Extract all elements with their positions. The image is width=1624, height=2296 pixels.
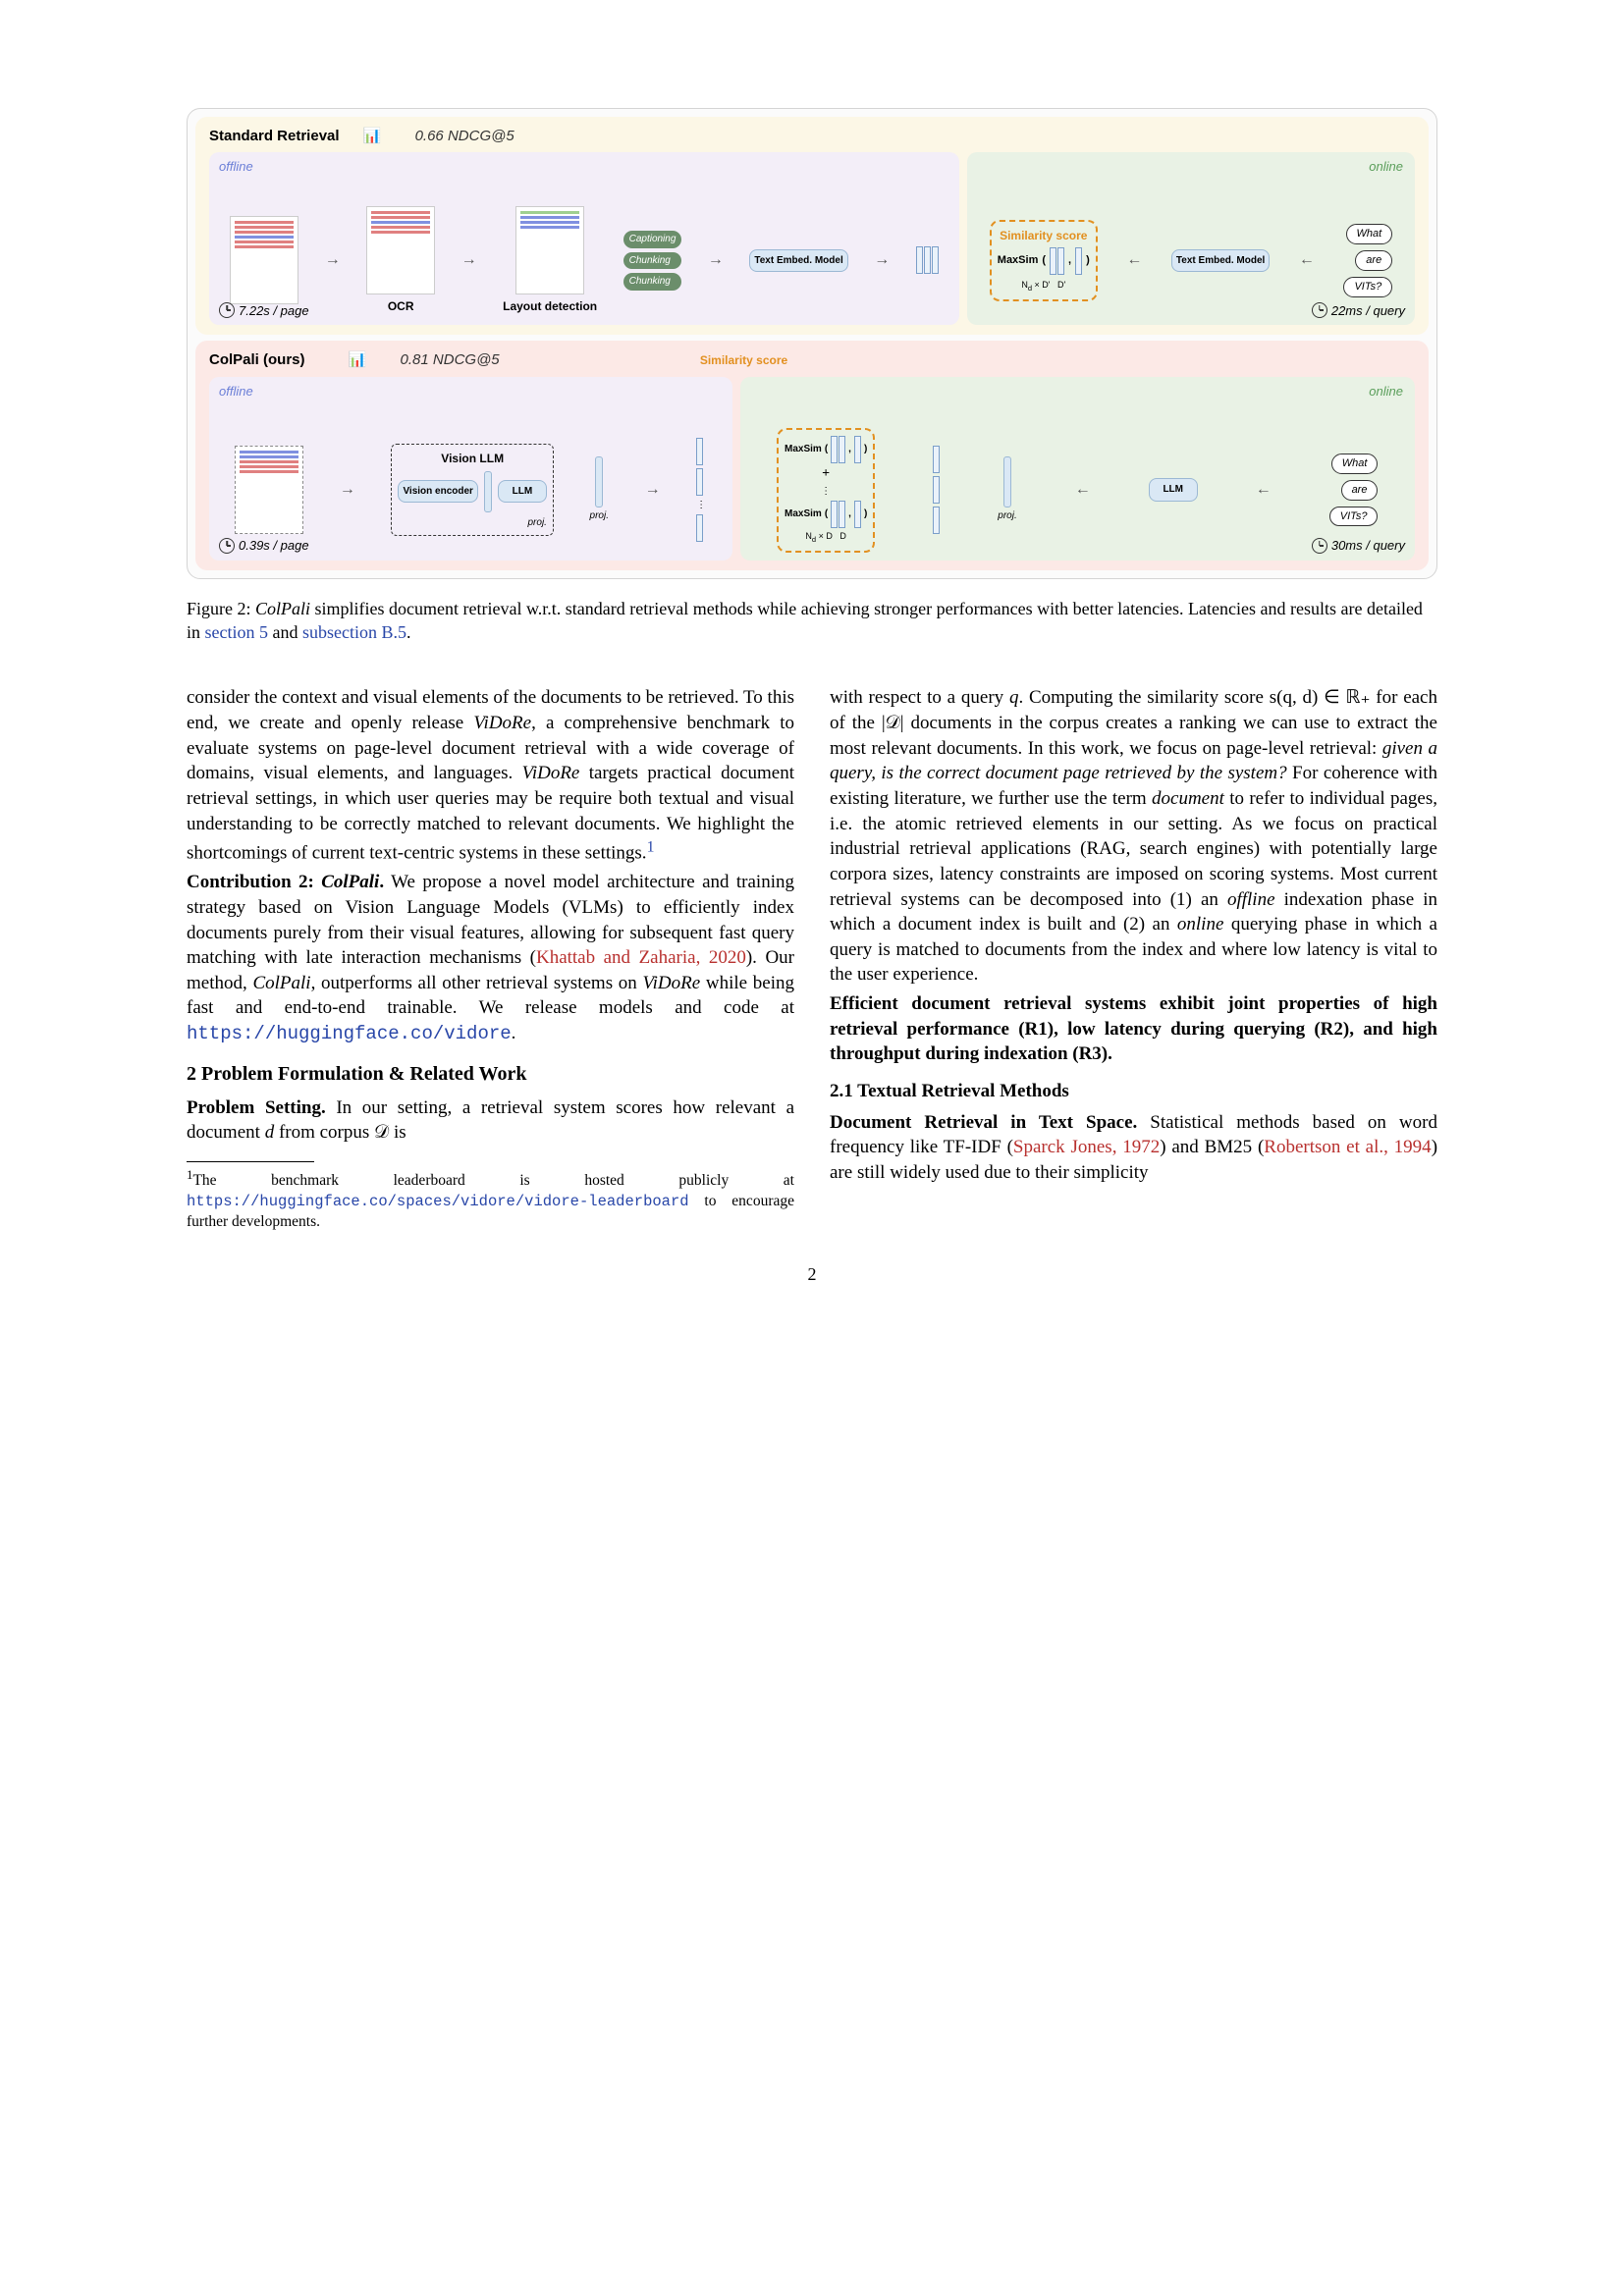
link-section5[interactable]: section 5 bbox=[205, 622, 269, 642]
doc-thumb-ocr bbox=[366, 206, 435, 294]
figure-2: Standard Retrieval 📊 0.66 NDCG@5 offline… bbox=[187, 108, 1437, 579]
chart-icon: 📊 bbox=[363, 128, 382, 144]
maxsim-label: MaxSim bbox=[998, 253, 1039, 268]
arrow-icon: ← bbox=[1126, 249, 1142, 271]
pill-chunk2: Chunking bbox=[623, 273, 682, 291]
pill-caption: Captioning bbox=[623, 231, 682, 248]
link-hf[interactable]: https://huggingface.co/vidore bbox=[187, 1023, 512, 1044]
proj-label: proj. bbox=[590, 509, 609, 523]
panel1-title: Standard Retrieval bbox=[209, 128, 340, 144]
panel-colpali: ColPali (ours) 📊 0.81 NDCG@5 Similarity … bbox=[195, 341, 1429, 570]
offline-label: offline bbox=[219, 158, 253, 176]
panel1-metric: 0.66 NDCG@5 bbox=[415, 128, 514, 144]
panel1-header: Standard Retrieval 📊 0.66 NDCG@5 bbox=[209, 127, 1415, 146]
online-label: online bbox=[1369, 383, 1403, 400]
arrow-icon: ← bbox=[1299, 249, 1315, 271]
step-ocr: OCR bbox=[388, 298, 414, 314]
proj-bar bbox=[1003, 456, 1011, 507]
pill-chunk1: Chunking bbox=[623, 252, 682, 270]
page-number: 2 bbox=[187, 1262, 1437, 1286]
llm-box: LLM bbox=[1149, 478, 1198, 502]
cite-khattab[interactable]: Khattab and Zaharia, 2020 bbox=[536, 947, 746, 968]
right-column: with respect to a query q. Computing the… bbox=[830, 685, 1437, 1233]
figure-caption: Figure 2: ColPali simplifies document re… bbox=[187, 597, 1437, 645]
step-layout: Layout detection bbox=[503, 298, 597, 314]
embedding-stack-q bbox=[933, 446, 940, 534]
llm-box: LLM bbox=[498, 480, 547, 504]
cite-robertson[interactable]: Robertson et al., 1994 bbox=[1264, 1137, 1431, 1157]
text-embed-model-q: Text Embed. Model bbox=[1171, 249, 1270, 273]
query-word: What bbox=[1331, 454, 1379, 474]
panel2-metric: 0.81 NDCG@5 bbox=[401, 351, 500, 368]
panel-standard: Standard Retrieval 📊 0.66 NDCG@5 offline… bbox=[195, 117, 1429, 335]
arrow-icon: → bbox=[340, 479, 355, 501]
vision-encoder: Vision encoder bbox=[398, 480, 478, 504]
doc-thumb bbox=[230, 216, 298, 304]
timing-offline: 0.39s / page bbox=[219, 537, 309, 555]
clock-icon bbox=[219, 302, 235, 318]
left-column: consider the context and visual elements… bbox=[187, 685, 794, 1233]
cite-sparck[interactable]: Sparck Jones, 1972 bbox=[1013, 1137, 1160, 1157]
clock-icon bbox=[1312, 538, 1327, 554]
timing-online: 30ms / query bbox=[1312, 537, 1405, 555]
panel1-online: online Similarity score MaxSim ( , ) Nd … bbox=[967, 152, 1415, 325]
footnote-1: 1The benchmark leaderboard is hosted pub… bbox=[187, 1166, 794, 1233]
timing-online: 22ms / query bbox=[1312, 302, 1405, 320]
proj-label: proj. bbox=[528, 516, 547, 530]
arrow-icon: → bbox=[874, 249, 890, 271]
sim-label: Similarity score bbox=[1000, 228, 1087, 243]
arrow-icon: ← bbox=[1256, 479, 1272, 501]
embedding-stack: ⋮ bbox=[696, 438, 706, 543]
panel2-title: ColPali (ours) bbox=[209, 351, 305, 368]
arrow-icon: → bbox=[708, 249, 724, 271]
sim-label-top: Similarity score bbox=[700, 353, 787, 367]
doc-thumb bbox=[235, 446, 303, 534]
doc-thumb-layout bbox=[515, 206, 584, 294]
chart-icon: 📊 bbox=[349, 351, 367, 368]
proj-bar bbox=[595, 456, 603, 507]
online-label: online bbox=[1369, 158, 1403, 176]
arrow-icon: → bbox=[325, 249, 341, 271]
query-word: What bbox=[1346, 224, 1393, 244]
proj-bar bbox=[484, 471, 492, 512]
requirements-text: Efficient document retrieval systems exh… bbox=[830, 993, 1437, 1064]
panel2-offline: offline → Vision LLM Vision encoder LLM bbox=[209, 377, 732, 561]
embedding-stack bbox=[916, 246, 939, 274]
similarity-box: Similarity score MaxSim ( , ) Nd × D' D' bbox=[990, 220, 1098, 301]
proj-label: proj. bbox=[998, 509, 1016, 523]
query-word: are bbox=[1341, 480, 1379, 501]
section-2-heading: 2 Problem Formulation & Related Work bbox=[187, 1061, 794, 1088]
clock-icon bbox=[1312, 302, 1327, 318]
panel2-header: ColPali (ours) 📊 0.81 NDCG@5 Similarity … bbox=[209, 350, 1415, 370]
vision-llm-label: Vision LLM bbox=[441, 451, 504, 466]
footnote-link[interactable]: https://huggingface.co/spaces/vidore/vid… bbox=[187, 1193, 689, 1210]
query-word: VITs? bbox=[1329, 507, 1379, 527]
arrow-icon: ← bbox=[1075, 479, 1091, 501]
offline-label: offline bbox=[219, 383, 253, 400]
panel1-offline: offline → OCR bbox=[209, 152, 959, 325]
link-subsection-b5[interactable]: subsection B.5 bbox=[302, 622, 406, 642]
body-columns: consider the context and visual elements… bbox=[187, 685, 1437, 1233]
similarity-box: MaxSim (,) + ⋮ MaxSim (,) Nd × D D bbox=[777, 428, 875, 553]
arrow-icon: → bbox=[645, 479, 661, 501]
section-2-1-heading: 2.1 Textual Retrieval Methods bbox=[830, 1079, 1437, 1104]
text-embed-model: Text Embed. Model bbox=[749, 249, 847, 273]
maxsim-label: MaxSim bbox=[785, 507, 822, 521]
query-word: VITs? bbox=[1343, 277, 1392, 297]
query-word: are bbox=[1355, 250, 1392, 271]
footnote-rule bbox=[187, 1161, 314, 1162]
panel2-online: online MaxSim (,) + ⋮ MaxSim (,) Nd bbox=[740, 377, 1415, 561]
maxsim-label: MaxSim bbox=[785, 443, 822, 456]
timing-offline: 7.22s / page bbox=[219, 302, 309, 320]
arrow-icon: → bbox=[461, 249, 477, 271]
clock-icon bbox=[219, 538, 235, 554]
footnote-ref[interactable]: 1 bbox=[647, 843, 655, 864]
